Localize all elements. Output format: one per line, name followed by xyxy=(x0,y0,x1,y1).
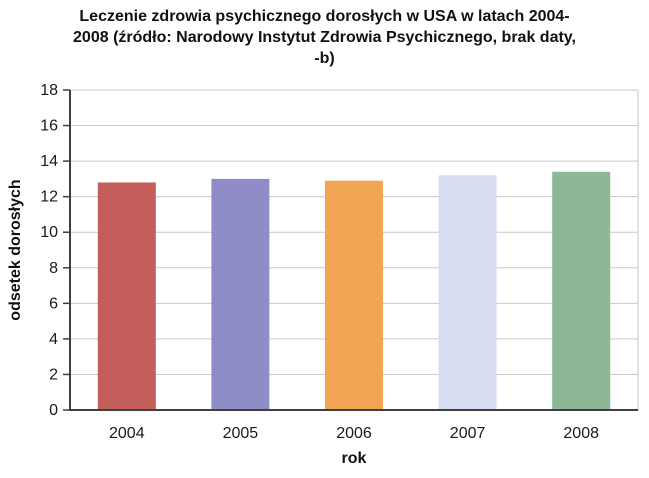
y-tick-label: 12 xyxy=(40,189,58,206)
y-tick-label: 8 xyxy=(49,260,58,277)
x-tick-label: 2006 xyxy=(336,425,372,442)
bar-2008 xyxy=(552,171,611,410)
x-tick-label: 2007 xyxy=(450,425,486,442)
y-tick-label: 10 xyxy=(40,224,58,241)
x-tick-label: 2005 xyxy=(223,425,259,442)
x-tick-label: 2004 xyxy=(109,425,145,442)
x-axis-label: rok xyxy=(341,450,367,467)
y-tick-label: 18 xyxy=(40,82,58,99)
bar-2006 xyxy=(325,180,383,410)
y-tick-label: 16 xyxy=(40,118,58,135)
y-tick-label: 14 xyxy=(40,153,58,170)
bar-2004 xyxy=(97,182,156,410)
y-tick-label: 0 xyxy=(49,402,58,419)
x-tick-label: 2008 xyxy=(563,425,599,442)
y-tick-label: 4 xyxy=(49,331,58,348)
bar-2005 xyxy=(211,178,270,410)
bar-2007 xyxy=(438,175,497,410)
chart-title: Leczenie zdrowia psychicznego dorosłych … xyxy=(73,8,576,68)
y-tick-label: 6 xyxy=(49,295,58,312)
y-tick-label: 2 xyxy=(49,366,58,383)
